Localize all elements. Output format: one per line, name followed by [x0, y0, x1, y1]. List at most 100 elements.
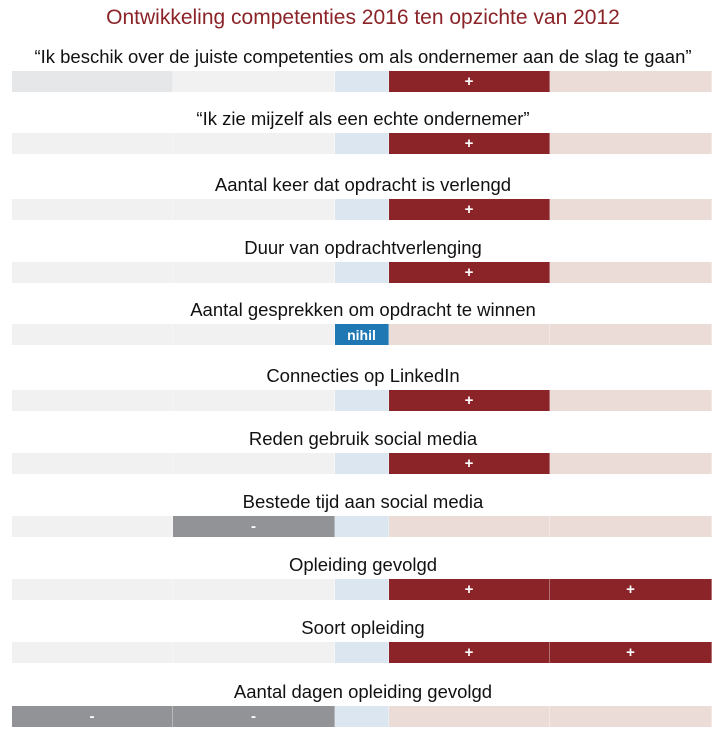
bar-segment	[550, 516, 712, 537]
bar-segment	[173, 133, 335, 154]
bar-segment	[173, 390, 335, 411]
segment-mark: +	[464, 455, 474, 472]
row-bar: +	[12, 199, 712, 220]
segment-mark: +	[464, 73, 474, 90]
row-bar: --	[12, 706, 712, 727]
segment-mark: +	[464, 644, 474, 661]
bar-segment: +	[389, 579, 550, 600]
bar-segment: nihil	[335, 324, 389, 345]
bar-segment	[550, 133, 712, 154]
bar-segment	[335, 199, 389, 220]
chart-row: Connecties op LinkedIn +	[0, 365, 726, 425]
bar-segment	[12, 71, 173, 92]
bar-segment	[389, 516, 550, 537]
bar-segment	[335, 390, 389, 411]
segment-mark: +	[464, 135, 474, 152]
bar-segment	[12, 642, 173, 663]
row-label: Reden gebruik social media	[248, 428, 478, 449]
bar-segment	[12, 453, 173, 474]
row-label: “Ik zie mijzelf als een echte ondernemer…	[196, 108, 530, 129]
bar-segment	[173, 642, 335, 663]
bar-segment: +	[550, 642, 712, 663]
chart-row: Reden gebruik social media +	[0, 428, 726, 488]
chart-row: Bestede tijd aan social media -	[0, 491, 726, 551]
row-bar: +	[12, 71, 712, 92]
chart-row: “Ik zie mijzelf als een echte ondernemer…	[0, 108, 726, 168]
row-bar: +	[12, 390, 712, 411]
row-bar: -	[12, 516, 712, 537]
bar-segment: +	[389, 453, 550, 474]
row-bar: + +	[12, 579, 712, 600]
chart-row: Aantal dagen opleiding gevolgd - -	[0, 681, 726, 741]
row-label: Connecties op LinkedIn	[266, 365, 460, 386]
bar-segment	[12, 579, 173, 600]
bar-segment	[173, 71, 335, 92]
row-bar: nihil	[12, 324, 712, 345]
chart-row: Aantal gesprekken om opdracht te winnen n…	[0, 299, 726, 359]
row-label: “Ik beschik over de juiste competenties …	[34, 46, 692, 67]
bar-segment	[550, 324, 712, 345]
segment-mark: nihil	[347, 326, 376, 343]
row-label: Aantal keer dat opdracht is verlengd	[214, 174, 512, 195]
row-label: Aantal dagen opleiding gevolgd	[233, 681, 493, 702]
bar-segment	[12, 133, 173, 154]
bar-segment: +	[389, 262, 550, 283]
bar-segment	[335, 453, 389, 474]
bar-segment: +	[389, 71, 550, 92]
chart-row: Duur van opdrachtverlenging +	[0, 237, 726, 297]
segment-mark: +	[626, 644, 635, 661]
segment-mark: +	[464, 392, 474, 409]
bar-segment	[335, 706, 389, 727]
bar-segment	[173, 579, 335, 600]
bar-segment	[335, 642, 389, 663]
segment-mark: +	[464, 581, 474, 598]
bar-segment	[12, 199, 173, 220]
row-label: Soort opleiding	[301, 617, 425, 638]
segment-mark: +	[464, 264, 474, 281]
segment-mark: -	[251, 518, 256, 535]
row-label: Duur van opdrachtverlenging	[244, 237, 482, 258]
bar-segment	[550, 199, 712, 220]
segment-mark: -	[251, 708, 256, 725]
bar-segment	[335, 133, 389, 154]
bar-segment: +	[389, 642, 550, 663]
bar-segment	[12, 516, 173, 537]
bar-segment: -	[12, 706, 173, 727]
bar-segment	[335, 516, 389, 537]
chart-row: “Ik beschik over de juiste competenties …	[0, 46, 726, 106]
bar-segment	[12, 324, 173, 345]
segment-mark: +	[464, 201, 474, 218]
row-label: Opleiding gevolgd	[288, 554, 438, 575]
row-bar: +	[12, 453, 712, 474]
bar-segment	[173, 199, 335, 220]
bar-segment	[389, 324, 550, 345]
bar-segment: +	[389, 133, 550, 154]
bar-segment: -	[173, 516, 335, 537]
chart-row: Opleiding gevolgd + +	[0, 554, 726, 614]
chart-row: Aantal keer dat opdracht is verlengd +	[0, 174, 726, 234]
row-bar: + +	[12, 642, 712, 663]
segment-mark: +	[626, 581, 635, 598]
bar-segment	[550, 453, 712, 474]
bar-segment: +	[389, 199, 550, 220]
bar-segment	[550, 390, 712, 411]
bar-segment	[550, 706, 712, 727]
bar-segment	[335, 579, 389, 600]
chart-title: Ontwikkeling competenties 2016 ten opzic…	[106, 6, 620, 29]
segment-mark: -	[89, 708, 95, 725]
bar-segment	[173, 453, 335, 474]
bar-segment	[12, 262, 173, 283]
bar-segment	[173, 262, 335, 283]
bar-segment	[335, 71, 389, 92]
bar-segment	[335, 262, 389, 283]
bar-segment	[173, 324, 335, 345]
bar-segment: +	[550, 579, 712, 600]
row-label: Aantal gesprekken om opdracht te winnen	[190, 299, 536, 320]
bar-segment: +	[389, 390, 550, 411]
chart-row: Soort opleiding + +	[0, 617, 726, 677]
row-bar: +	[12, 133, 712, 154]
bar-segment	[12, 390, 173, 411]
bar-segment	[389, 706, 550, 727]
bar-segment	[550, 262, 712, 283]
row-bar: +	[12, 262, 712, 283]
